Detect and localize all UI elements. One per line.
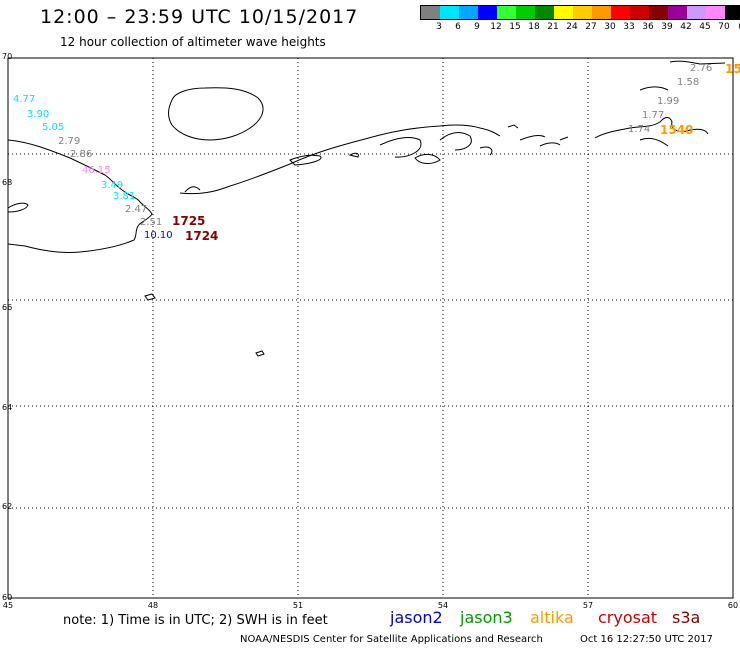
latitude-label: 64 xyxy=(2,403,13,412)
latitude-label: 70 xyxy=(2,52,13,61)
legend-swatch xyxy=(630,6,649,19)
longitude-label: 48 xyxy=(147,601,159,610)
latitude-label: 60 xyxy=(2,593,13,602)
wave-height-label: 1.99 xyxy=(657,96,680,107)
legend-tick-label: 30 xyxy=(604,22,616,32)
wave-height-label: 4.77 xyxy=(13,94,36,105)
mission-name: cryosat xyxy=(598,608,658,627)
legend-tick-label: 9 xyxy=(474,22,480,32)
wave-height-label: 3.90 xyxy=(27,109,50,120)
wave-height-label: 10.10 xyxy=(144,230,173,241)
legend-tick-label: 6 xyxy=(455,22,461,32)
wave-height-label: 5.05 xyxy=(42,122,65,133)
legend-tick-label: (ft) xyxy=(738,22,740,32)
coastline xyxy=(7,60,726,357)
legend-tick-label: 24 xyxy=(566,22,578,32)
legend-tick-label: 33 xyxy=(623,22,635,32)
longitude-label: 51 xyxy=(292,601,304,610)
legend-tick-label: 27 xyxy=(585,22,597,32)
legend-tick-label: 36 xyxy=(642,22,654,32)
wave-height-label: 1724 xyxy=(185,229,219,243)
mission-name: jason3 xyxy=(460,608,513,627)
legend-tick-label: 70 xyxy=(718,22,730,32)
legend-swatch xyxy=(535,6,554,19)
latitude-label: 68 xyxy=(2,178,13,187)
footer-note: note: 1) Time is in UTC; 2) SWH is in fe… xyxy=(63,613,328,628)
legend-tick-label: 3 xyxy=(436,22,442,32)
mission-name: s3a xyxy=(672,608,701,627)
legend-tick-label: 45 xyxy=(699,22,711,32)
legend-swatch xyxy=(497,6,516,19)
longitude-label: 57 xyxy=(582,601,594,610)
longitude-label: 60 xyxy=(727,601,739,610)
mission-name: jason2 xyxy=(390,608,443,627)
credit-text: NOAA/NESDIS Center for Satellite Applica… xyxy=(240,634,543,645)
legend-swatch xyxy=(459,6,478,19)
wave-height-label: 2.47 xyxy=(125,204,148,215)
wave-height-label: 1540 xyxy=(660,123,694,137)
map-frame xyxy=(7,57,734,599)
wave-height-label: 46.15 xyxy=(82,165,111,176)
legend-swatch xyxy=(649,6,668,19)
wave-height-label: 1725 xyxy=(172,214,206,228)
legend-swatch xyxy=(516,6,535,19)
wave-height-label: 3.81 xyxy=(113,191,136,202)
wave-height-label: 2.86 xyxy=(70,149,93,160)
wave-height-label: 2.79 xyxy=(58,136,81,147)
wave-height-label: 1.58 xyxy=(677,77,700,88)
map-subtitle: 12 hour collection of altimeter wave hei… xyxy=(60,35,326,49)
wave-height-label: 15 xyxy=(725,62,740,76)
map-title: 12:00 – 23:59 UTC 10/15/2017 xyxy=(40,6,359,28)
legend-swatch xyxy=(478,6,497,19)
legend-tick-label: 39 xyxy=(661,22,673,32)
latitude-label: 62 xyxy=(2,502,13,511)
legend-swatch xyxy=(592,6,611,19)
legend-swatches xyxy=(420,5,740,20)
legend-swatch xyxy=(554,6,573,19)
generation-timestamp: Oct 16 12:27:50 UTC 2017 xyxy=(580,634,713,645)
wave-height-label: 2.51 xyxy=(140,217,163,228)
longitude-label: 54 xyxy=(437,601,449,610)
legend-tick-label: 21 xyxy=(547,22,559,32)
legend-tick-label: 18 xyxy=(528,22,540,32)
legend-swatch xyxy=(421,6,440,19)
legend-swatch xyxy=(725,6,740,19)
legend-swatch xyxy=(573,6,592,19)
wave-height-label: 1.77 xyxy=(642,110,665,121)
legend-swatch xyxy=(687,6,706,19)
longitude-label: 45 xyxy=(2,601,14,610)
wave-height-label: 2.76 xyxy=(690,63,713,74)
latitude-label: 66 xyxy=(2,303,13,312)
wave-height-label: 3.49 xyxy=(101,180,124,191)
wave-height-label: 1.74 xyxy=(628,124,651,135)
grid-lines xyxy=(8,58,733,598)
legend-swatch xyxy=(706,6,725,19)
legend-tick-label: 15 xyxy=(509,22,521,32)
mission-name: altika xyxy=(530,608,574,627)
legend-tick-label: 42 xyxy=(680,22,692,32)
legend-swatch xyxy=(440,6,459,19)
legend-swatch xyxy=(668,6,687,19)
legend-tick-label: 12 xyxy=(490,22,502,32)
legend-swatch xyxy=(611,6,630,19)
